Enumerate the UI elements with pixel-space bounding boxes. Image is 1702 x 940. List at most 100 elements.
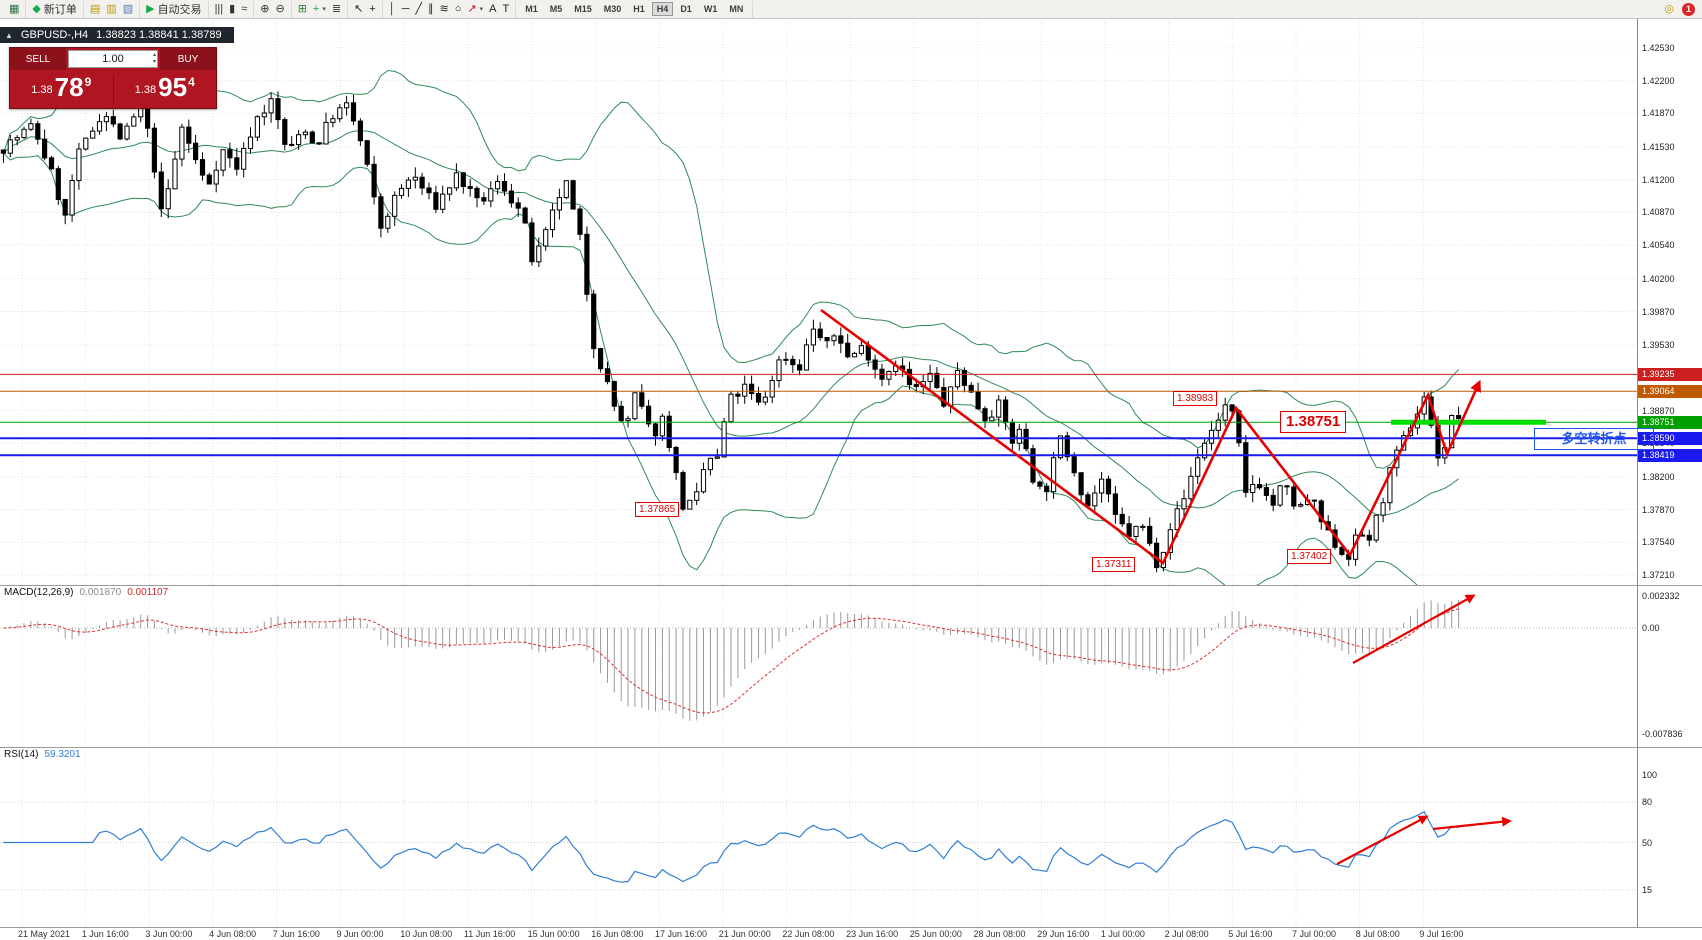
arrows-icon[interactable]: ↗ ▾ [465, 1, 485, 17]
rsi-axis-label: 100 [1642, 770, 1658, 780]
collapse-trade-panel-icon[interactable]: ▲ [5, 30, 13, 40]
indicators-icon-glyph: + [312, 3, 320, 15]
volume-up-icon[interactable]: ▴ [152, 52, 156, 58]
volume-input[interactable]: 1.00 ▴ ▾ [68, 50, 158, 68]
timeframe-m1[interactable]: M1 [525, 4, 538, 14]
timeframe-h1[interactable]: H1 [633, 4, 645, 14]
bid-pip-digit: 9 [84, 75, 92, 89]
macd-trend-arrow[interactable] [1352, 594, 1476, 664]
text-label-icon[interactable]: T [500, 1, 511, 17]
time-axis-label: 9 Jun 00:00 [336, 929, 384, 939]
price-annotation-1.38983[interactable]: 1.38983 [1173, 391, 1218, 406]
timeframe-m30[interactable]: M30 [603, 4, 622, 14]
timeframe-d1[interactable]: D1 [680, 4, 692, 14]
price-axis-label: 1.38200 [1642, 471, 1675, 482]
new-order-button-label: 新订单 [43, 4, 77, 16]
rsi-indicator-label: RSI(14) 59.3201 [4, 749, 81, 760]
price-axis-label: 1.40870 [1642, 207, 1675, 218]
zigzag-trendline[interactable] [820, 308, 1481, 565]
profiles-icon-glyph: ▥ [106, 3, 117, 15]
price-axis[interactable]: 1.42530 1.42200 1.41870 1.41530 1.41200 1.408… [1637, 19, 1702, 940]
tile-windows-icon[interactable]: ⊞ [296, 1, 309, 17]
price-annotation-1.37402[interactable]: 1.37402 [1287, 549, 1332, 564]
channel-icon[interactable]: ∥ [426, 1, 436, 17]
new-order-button-glyph: ◆ [32, 3, 41, 15]
volume-down-icon[interactable]: ▾ [152, 59, 156, 65]
candlestick-chart-icon[interactable]: ▮ [227, 1, 237, 17]
toolbar-group: ◆ 新订单 [26, 0, 84, 18]
one-click-trading-panel: SELL 1.00 ▴ ▾ BUY 1.38 78 9 1.38 95 4 [9, 47, 217, 109]
bar-chart-icon-glyph: ||| [214, 3, 224, 15]
shapes-icon[interactable]: ○ [453, 1, 464, 17]
autotrading-button[interactable]: ▶ 自动交易 [144, 1, 203, 17]
macd-axis-label: 0.00 [1642, 623, 1660, 633]
panel-separator[interactable] [0, 747, 1702, 748]
objects-list-icon-glyph: ≣ [331, 3, 342, 15]
fibonacci-icon[interactable]: ≋ [438, 1, 451, 17]
price-axis-label: 1.37870 [1642, 504, 1675, 515]
charts-list-icon[interactable]: ▤ [88, 1, 102, 17]
data-window-icon[interactable]: ▧ [121, 1, 135, 17]
time-axis-label: 11 Jun 16:00 [463, 929, 516, 939]
bar-chart-icon[interactable]: ||| [213, 1, 226, 17]
zoom-in-icon-glyph: ⊕ [260, 3, 270, 15]
horizontal-line-icon-glyph: ─ [401, 3, 410, 15]
price-divider [112, 74, 114, 104]
toolbar-group: ⊕ ⊖ [254, 0, 292, 18]
timeframe-h4[interactable]: H4 [651, 2, 674, 16]
vertical-line-icon[interactable]: │ [387, 1, 398, 17]
alerts-icon-glyph: ◎ [1664, 3, 1674, 15]
indicators-icon[interactable]: + ▾ [311, 1, 328, 17]
price-axis-label: 1.41870 [1642, 108, 1675, 119]
panel-separator[interactable] [0, 585, 1702, 586]
timeframe-w1[interactable]: W1 [703, 4, 718, 14]
zoom-in-icon[interactable]: ⊕ [258, 1, 271, 17]
line-chart-icon[interactable]: ≈ [239, 1, 249, 17]
time-axis-label: 1 Jun 16:00 [81, 929, 129, 939]
ask-big-digits: 95 [158, 72, 188, 102]
alerts-icon[interactable]: ◎ [1662, 1, 1676, 17]
new-chart-icon[interactable]: ▦ [7, 1, 21, 17]
cursor-icon[interactable]: ↖ [352, 1, 365, 17]
trendline-icon[interactable]: ╱ [413, 1, 424, 17]
quote-values: 1.38823 1.38841 1.38789 [96, 29, 222, 41]
price-axis-label: 1.41200 [1642, 174, 1675, 185]
time-axis-label: 25 Jun 00:00 [909, 929, 962, 939]
toolbar-right-group: ◎ 1 [1658, 1, 1699, 18]
timeframe-m15[interactable]: M15 [574, 4, 592, 14]
shapes-icon-glyph: ○ [454, 3, 462, 15]
price-annotation-1.38751[interactable]: 1.38751 [1280, 411, 1347, 433]
time-axis-label: 17 Jun 16:00 [655, 929, 708, 939]
volume-value: 1.00 [102, 53, 124, 65]
sell-button[interactable]: SELL [10, 48, 66, 70]
time-axis[interactable]: 21 May 2021 1 Jun 16:00 3 Jun 00:00 4 Jun 0… [0, 927, 1702, 940]
crosshair-icon[interactable]: + [367, 1, 377, 17]
ask-price[interactable]: 1.38 95 4 [114, 72, 217, 103]
note-box-turning-point[interactable]: 多空转折点 [1534, 428, 1654, 450]
arrows-icon-caret[interactable]: ▾ [479, 6, 484, 13]
zoom-out-icon[interactable]: ⊖ [273, 1, 286, 17]
price-annotation-1.37311[interactable]: 1.37311 [1092, 557, 1136, 572]
rsi-trend-arrow-2[interactable] [1432, 816, 1512, 831]
bid-price[interactable]: 1.38 78 9 [10, 74, 113, 103]
buy-button[interactable]: BUY [160, 48, 216, 70]
trend-drawings[interactable] [820, 308, 1512, 865]
timeframe-mn[interactable]: MN [729, 4, 744, 14]
notification-badge[interactable]: 1 [1682, 2, 1695, 16]
price-annotation-1.37865[interactable]: 1.37865 [635, 502, 680, 517]
cursor-icon-glyph: ↖ [354, 3, 364, 15]
candles [0, 91, 1462, 573]
horizontal-line-icon[interactable]: ─ [400, 1, 412, 17]
rsi-trend-arrow-1[interactable] [1336, 815, 1429, 865]
text-icon[interactable]: A [487, 1, 498, 17]
time-axis-label: 1 Jul 00:00 [1100, 929, 1145, 939]
timeframe-m5[interactable]: M5 [549, 4, 563, 14]
time-axis-label: 7 Jun 16:00 [272, 929, 320, 939]
objects-list-icon[interactable]: ≣ [330, 1, 343, 17]
profiles-icon[interactable]: ▥ [104, 1, 118, 17]
time-axis-label: 16 Jun 08:00 [591, 929, 644, 939]
time-axis-label: 9 Jul 16:00 [1419, 929, 1464, 939]
new-order-button[interactable]: ◆ 新订单 [30, 1, 78, 17]
indicators-icon-caret[interactable]: ▾ [322, 6, 326, 13]
